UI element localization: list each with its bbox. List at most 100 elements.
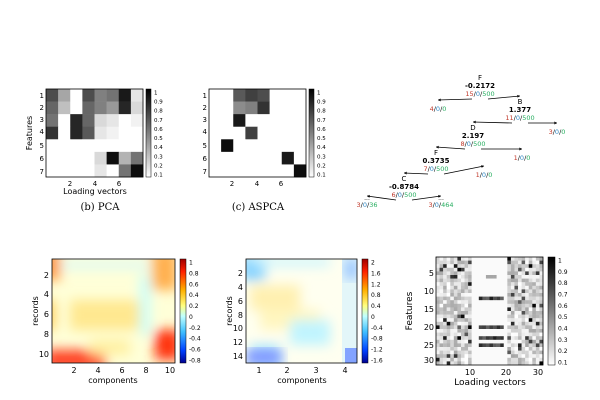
gray-cell [485, 267, 490, 272]
gray-cell [525, 278, 529, 283]
tree-edge-arrow [438, 98, 441, 102]
gray-cell [468, 282, 472, 286]
gray-cell [525, 343, 529, 348]
gray-cell [457, 257, 462, 261]
gray-cell [482, 257, 487, 261]
panel-b-cell [118, 126, 132, 140]
gray-cell [503, 282, 508, 286]
gray-cell [521, 275, 526, 279]
gray-cell [493, 357, 497, 362]
gray-tick-label: 5 [429, 269, 434, 278]
gray-cell [475, 293, 479, 297]
gray-cell [539, 321, 544, 326]
tree-edge-arrow [404, 171, 407, 175]
gray-colorbar-label: 0.1 [558, 360, 568, 367]
gray-cell [510, 289, 515, 294]
gray-cell [439, 289, 444, 294]
gray-cell [436, 264, 440, 268]
panel-b-colorbar-label: 0.2 [154, 163, 163, 169]
gray-cell [482, 339, 487, 344]
gray-cell [464, 332, 469, 337]
panel-b-cell [130, 126, 144, 140]
gray-cell [528, 282, 533, 286]
gray-cell [503, 285, 508, 290]
gray-cell [514, 307, 519, 312]
panel-b-cell [46, 164, 59, 178]
panel-b-tick-label: 1 [40, 92, 44, 100]
gray-cell [471, 350, 476, 355]
tree-leaf: ...3/0/36 [357, 195, 378, 209]
gray-cell [521, 321, 526, 326]
panel-b-tick-label: 2 [40, 104, 44, 112]
gray-cell [460, 257, 465, 261]
gray-cell [457, 275, 462, 279]
gray-cell [535, 285, 540, 290]
gray-cell [532, 257, 537, 261]
gray-cell [532, 347, 537, 351]
gray-cell [518, 314, 522, 319]
gray-cell [525, 314, 529, 319]
gray-cell [525, 300, 529, 304]
panel-c-colorbar [308, 88, 315, 178]
tree-counts: 1/0/0 [476, 171, 493, 179]
gray-cell [503, 332, 508, 337]
gray-cell [443, 332, 447, 337]
gray-cell [525, 264, 529, 268]
gray-cell [443, 303, 447, 308]
gray-cell [464, 282, 469, 286]
gray-cell [439, 293, 444, 297]
gray-cell [439, 354, 444, 358]
gray-cell [443, 361, 447, 366]
gray-cell [518, 293, 522, 297]
heat2-colorbar-label: -0.8 [371, 336, 383, 343]
panel-c-cell [245, 126, 258, 140]
tree-node-name: C [402, 175, 407, 183]
gray-tick-label: 20 [424, 323, 434, 332]
gray-cell [471, 361, 476, 366]
gray-cell [500, 318, 504, 322]
panel-c-cell [269, 151, 283, 165]
gray-cell [507, 275, 512, 279]
gray-cell [453, 318, 458, 322]
gray-cell [471, 318, 476, 322]
gray-cell [510, 278, 515, 283]
gray-cell [539, 354, 544, 358]
gray-cell [518, 318, 522, 322]
gray-cell [485, 278, 490, 283]
gray-cell [496, 267, 501, 272]
gray-cell [464, 307, 469, 312]
panel-c-cell [245, 164, 258, 178]
gray-cell [503, 296, 508, 301]
gray-cell [464, 336, 469, 340]
gray-cell [468, 357, 472, 362]
gray-cell [510, 336, 515, 340]
panel-c-cell [281, 164, 295, 178]
panel-c-yticks: 1 2 3 4 5 6 7 [203, 92, 208, 176]
gray-cell [478, 257, 483, 261]
gray-tick-label: 10 [424, 287, 434, 296]
gray-cell [521, 332, 526, 337]
panel-c-caption: (c) ASPCA [232, 202, 285, 213]
gray-cell [450, 332, 455, 337]
gray-cell [496, 278, 501, 283]
gray-cell [468, 332, 472, 337]
heat2-tick-label: 6 [238, 297, 243, 306]
gray-cell [478, 325, 483, 330]
panel-c-cell [281, 114, 295, 128]
gray-cell [535, 350, 540, 355]
gray-cell [493, 293, 497, 297]
panel-b-cell [82, 89, 95, 102]
gray-cell [539, 278, 544, 283]
gray-cell [489, 293, 494, 297]
heat1-colorbar-label: -0.6 [189, 347, 201, 354]
gray-cell [482, 296, 487, 301]
gray-colorbar-label: 0.6 [558, 303, 568, 310]
gray-cell [471, 303, 476, 308]
tree-edge-arrow [517, 94, 520, 98]
tree-edge [437, 98, 473, 101]
gray-cell [514, 361, 519, 366]
panel-c-cell [257, 89, 270, 102]
gray-cell [503, 318, 508, 322]
gray-cell [482, 293, 487, 297]
gray-cell [453, 264, 458, 268]
